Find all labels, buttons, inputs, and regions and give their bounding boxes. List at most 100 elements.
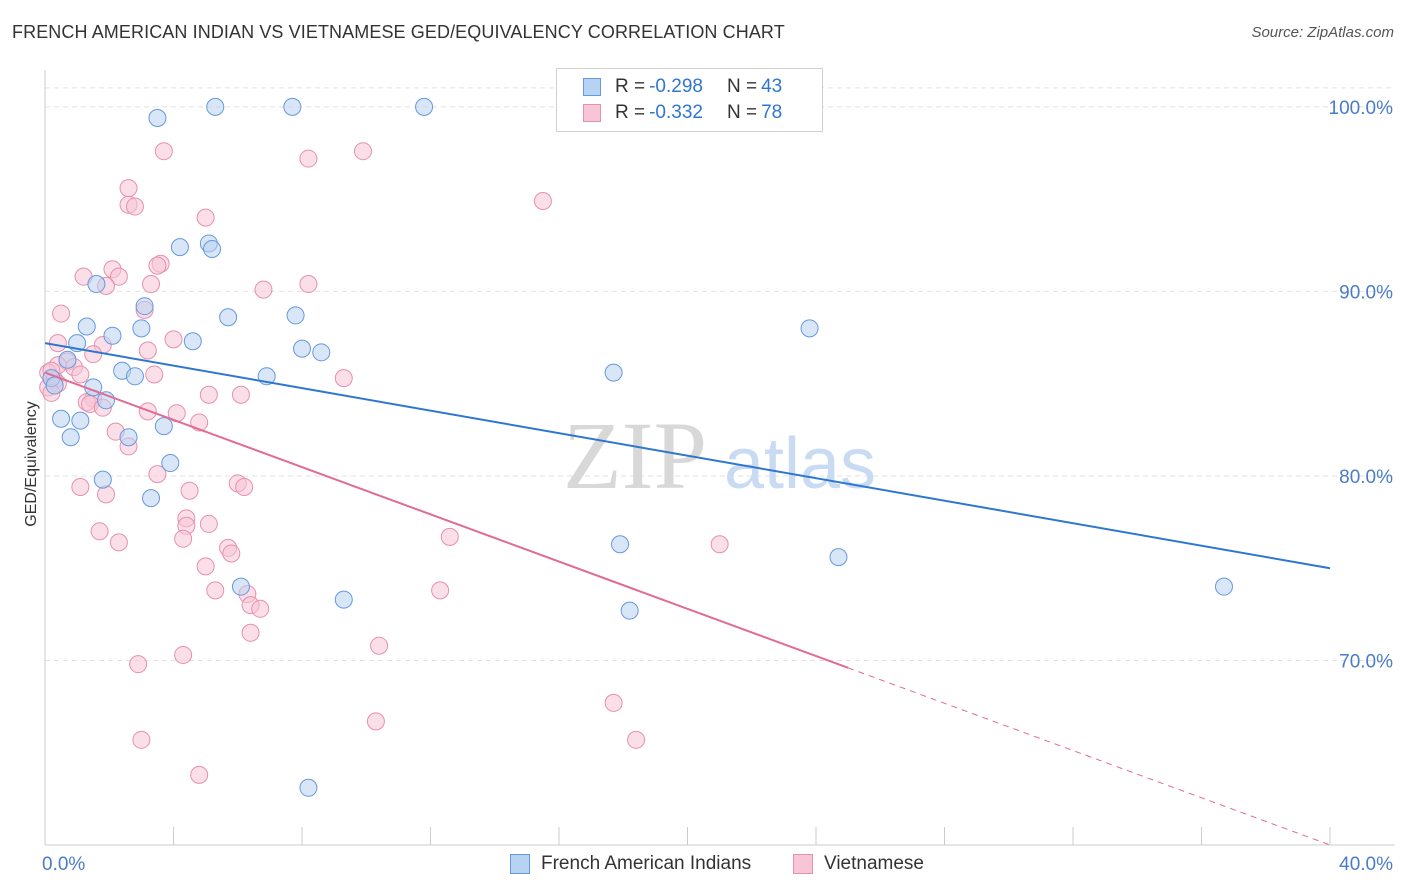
vietnamese-point — [604, 693, 623, 712]
source-label: Source: ZipAtlas.com — [1251, 24, 1394, 41]
vietnamese-point — [251, 599, 270, 618]
french-american-indians-point — [148, 108, 167, 127]
vietnamese-point — [235, 478, 254, 497]
french-american-indians-point — [71, 411, 90, 430]
french-american-indians-point — [286, 306, 305, 325]
vietnamese-point — [196, 208, 215, 227]
legend-swatch-blue — [583, 78, 601, 96]
vietnamese-point — [199, 385, 218, 404]
y-tick-label: 80.0% — [1339, 467, 1393, 488]
y-axis-label: GED/Equivalency — [23, 401, 40, 526]
french-american-indians-point — [87, 275, 106, 294]
french-american-indians-point — [161, 454, 180, 473]
x-tick-label: 0.0% — [42, 854, 85, 875]
french-american-indians-point — [203, 239, 222, 258]
vietnamese-point — [190, 765, 209, 784]
french-american-indians-point — [135, 297, 154, 316]
french-american-indians-point — [829, 548, 848, 567]
vietnamese-point — [148, 465, 167, 484]
y-tick-label: 100.0% — [1329, 98, 1394, 119]
french-american-indians-point — [604, 363, 623, 382]
watermark: ZIP atlas — [563, 402, 876, 509]
french-american-indians-point — [206, 97, 225, 116]
french-american-indians-point — [415, 97, 434, 116]
legend-r-value: -0.332 — [649, 102, 703, 123]
vietnamese-point — [109, 533, 128, 552]
series-name-blue: French American Indians — [541, 853, 752, 874]
vietnamese-point — [52, 304, 71, 323]
vietnamese-point — [138, 341, 157, 360]
french-american-indians-point — [93, 470, 112, 489]
axes — [44, 70, 1395, 846]
vietnamese-point — [440, 527, 459, 546]
vietnamese-point — [174, 645, 193, 664]
legend-row-blue: R = -0.298 N = 43 — [583, 75, 782, 99]
legend-row-pink: R = -0.332 N = 78 — [583, 101, 782, 125]
vietnamese-point — [199, 514, 218, 533]
vietnamese-trend-extrapolated — [847, 667, 1331, 846]
vietnamese-point — [366, 712, 385, 731]
legend-r-label: R = — [615, 102, 646, 123]
french-american-indians-point — [125, 367, 144, 386]
french-american-indians-point — [620, 601, 639, 620]
french-american-indians-point — [45, 376, 64, 395]
vietnamese-point — [109, 267, 128, 286]
vietnamese-point — [354, 142, 373, 161]
french-american-indians-point — [231, 577, 250, 596]
vietnamese-point — [154, 142, 173, 161]
x-tick-label: 40.0% — [1339, 854, 1393, 875]
french-american-indians-trend — [44, 342, 1331, 570]
vietnamese-point — [627, 730, 646, 749]
y-tick-label: 90.0% — [1339, 282, 1393, 303]
vietnamese-point — [84, 345, 103, 364]
vietnamese-point — [129, 655, 148, 674]
french-american-indians-point — [103, 326, 122, 345]
vietnamese-point — [90, 522, 109, 541]
vietnamese-point — [148, 256, 167, 275]
vietnamese-point — [533, 192, 552, 211]
vietnamese-point — [180, 481, 199, 500]
french-american-indians-point — [293, 339, 311, 358]
french-american-indians-point — [800, 319, 819, 338]
watermark-atlas: atlas — [724, 424, 876, 504]
vietnamese-point — [231, 385, 250, 404]
french-american-indians-point — [132, 319, 151, 338]
vietnamese-point — [370, 636, 389, 655]
vietnamese-point — [334, 369, 353, 388]
series-name-pink: Vietnamese — [824, 853, 924, 874]
french-american-indians-point — [219, 308, 238, 327]
stats-legend: R = -0.298 N = 43 R = -0.332 N = 78 — [556, 68, 823, 132]
legend-r-label: R = — [615, 76, 646, 97]
french-american-indians-point — [58, 350, 77, 369]
vietnamese-point — [142, 275, 161, 294]
vietnamese-point — [299, 275, 318, 294]
vietnamese-point — [431, 581, 450, 600]
french-american-indians-point — [334, 590, 353, 609]
gridlines — [45, 87, 1395, 661]
vietnamese-point — [206, 581, 225, 600]
legend-n-label: N = — [726, 102, 758, 123]
french-american-indians-point — [283, 97, 302, 116]
french-american-indians-point — [312, 343, 331, 362]
chart-title: FRENCH AMERICAN INDIAN VS VIETNAMESE GED… — [12, 22, 785, 42]
french-american-indians-point — [61, 428, 80, 447]
french-american-indians-point — [299, 778, 318, 797]
tick-labels: 70.0% 80.0% 90.0% 100.0% 0.0% 40.0% — [42, 98, 1393, 875]
vietnamese-point — [241, 623, 260, 642]
vietnamese-point — [196, 557, 215, 576]
series-legend-blue: French American Indians — [510, 852, 751, 876]
vietnamese-point — [71, 478, 90, 497]
vietnamese-point — [174, 529, 193, 548]
vietnamese-point — [71, 365, 90, 384]
legend-n-value: 78 — [761, 102, 783, 123]
series-swatch-blue — [510, 854, 530, 874]
vietnamese-point — [222, 544, 241, 563]
french-american-indians-point — [611, 535, 630, 554]
vietnamese-trend — [44, 371, 849, 669]
series-swatch-pink — [793, 854, 813, 874]
french-american-indians-point — [119, 428, 138, 447]
french-american-indians-point — [170, 238, 189, 257]
vietnamese-point — [125, 197, 144, 216]
legend-n-value: 43 — [761, 76, 783, 97]
